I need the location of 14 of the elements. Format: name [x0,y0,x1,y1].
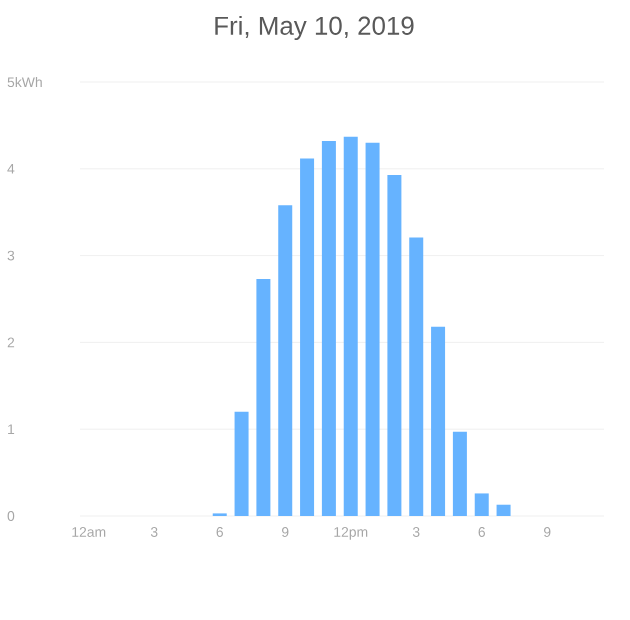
bar [474,493,489,516]
chart-title: Fri, May 10, 2019 [215,15,414,41]
bar [343,136,358,516]
bar [300,158,315,516]
bar [278,205,293,516]
bar [452,431,467,516]
bar [234,411,249,516]
bar [409,237,424,516]
bar [256,279,271,516]
bar [496,504,511,516]
bar [387,174,402,516]
bar [365,142,380,516]
bar [431,326,446,516]
bar [321,141,336,516]
